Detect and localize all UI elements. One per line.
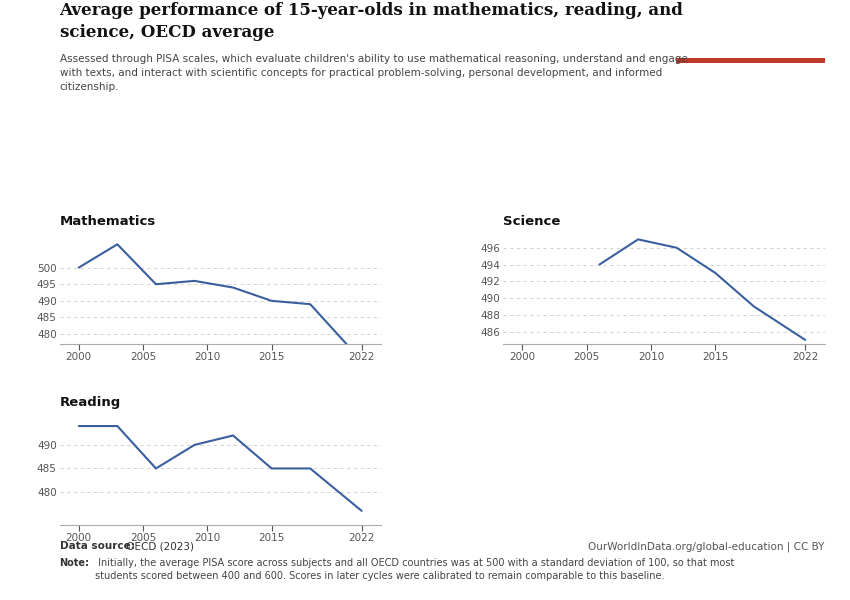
Text: Science: Science: [503, 215, 560, 229]
Text: Average performance of 15-year-olds in mathematics, reading, and: Average performance of 15-year-olds in m…: [60, 2, 683, 19]
Text: OECD (2023): OECD (2023): [123, 541, 195, 551]
Text: OurWorldInData.org/global-education | CC BY: OurWorldInData.org/global-education | CC…: [588, 541, 824, 552]
Text: Our World: Our World: [722, 19, 778, 29]
Text: science, OECD average: science, OECD average: [60, 24, 274, 41]
Text: in Data: in Data: [730, 39, 770, 49]
Text: Note:: Note:: [60, 558, 89, 568]
Text: Assessed through PISA scales, which evaluate children's ability to use mathemati: Assessed through PISA scales, which eval…: [60, 54, 688, 92]
Text: Mathematics: Mathematics: [60, 215, 156, 229]
Text: Initially, the average PISA score across subjects and all OECD countries was at : Initially, the average PISA score across…: [95, 558, 734, 581]
Text: Reading: Reading: [60, 397, 121, 409]
Bar: [676, 58, 824, 63]
Text: Data source:: Data source:: [60, 541, 134, 551]
